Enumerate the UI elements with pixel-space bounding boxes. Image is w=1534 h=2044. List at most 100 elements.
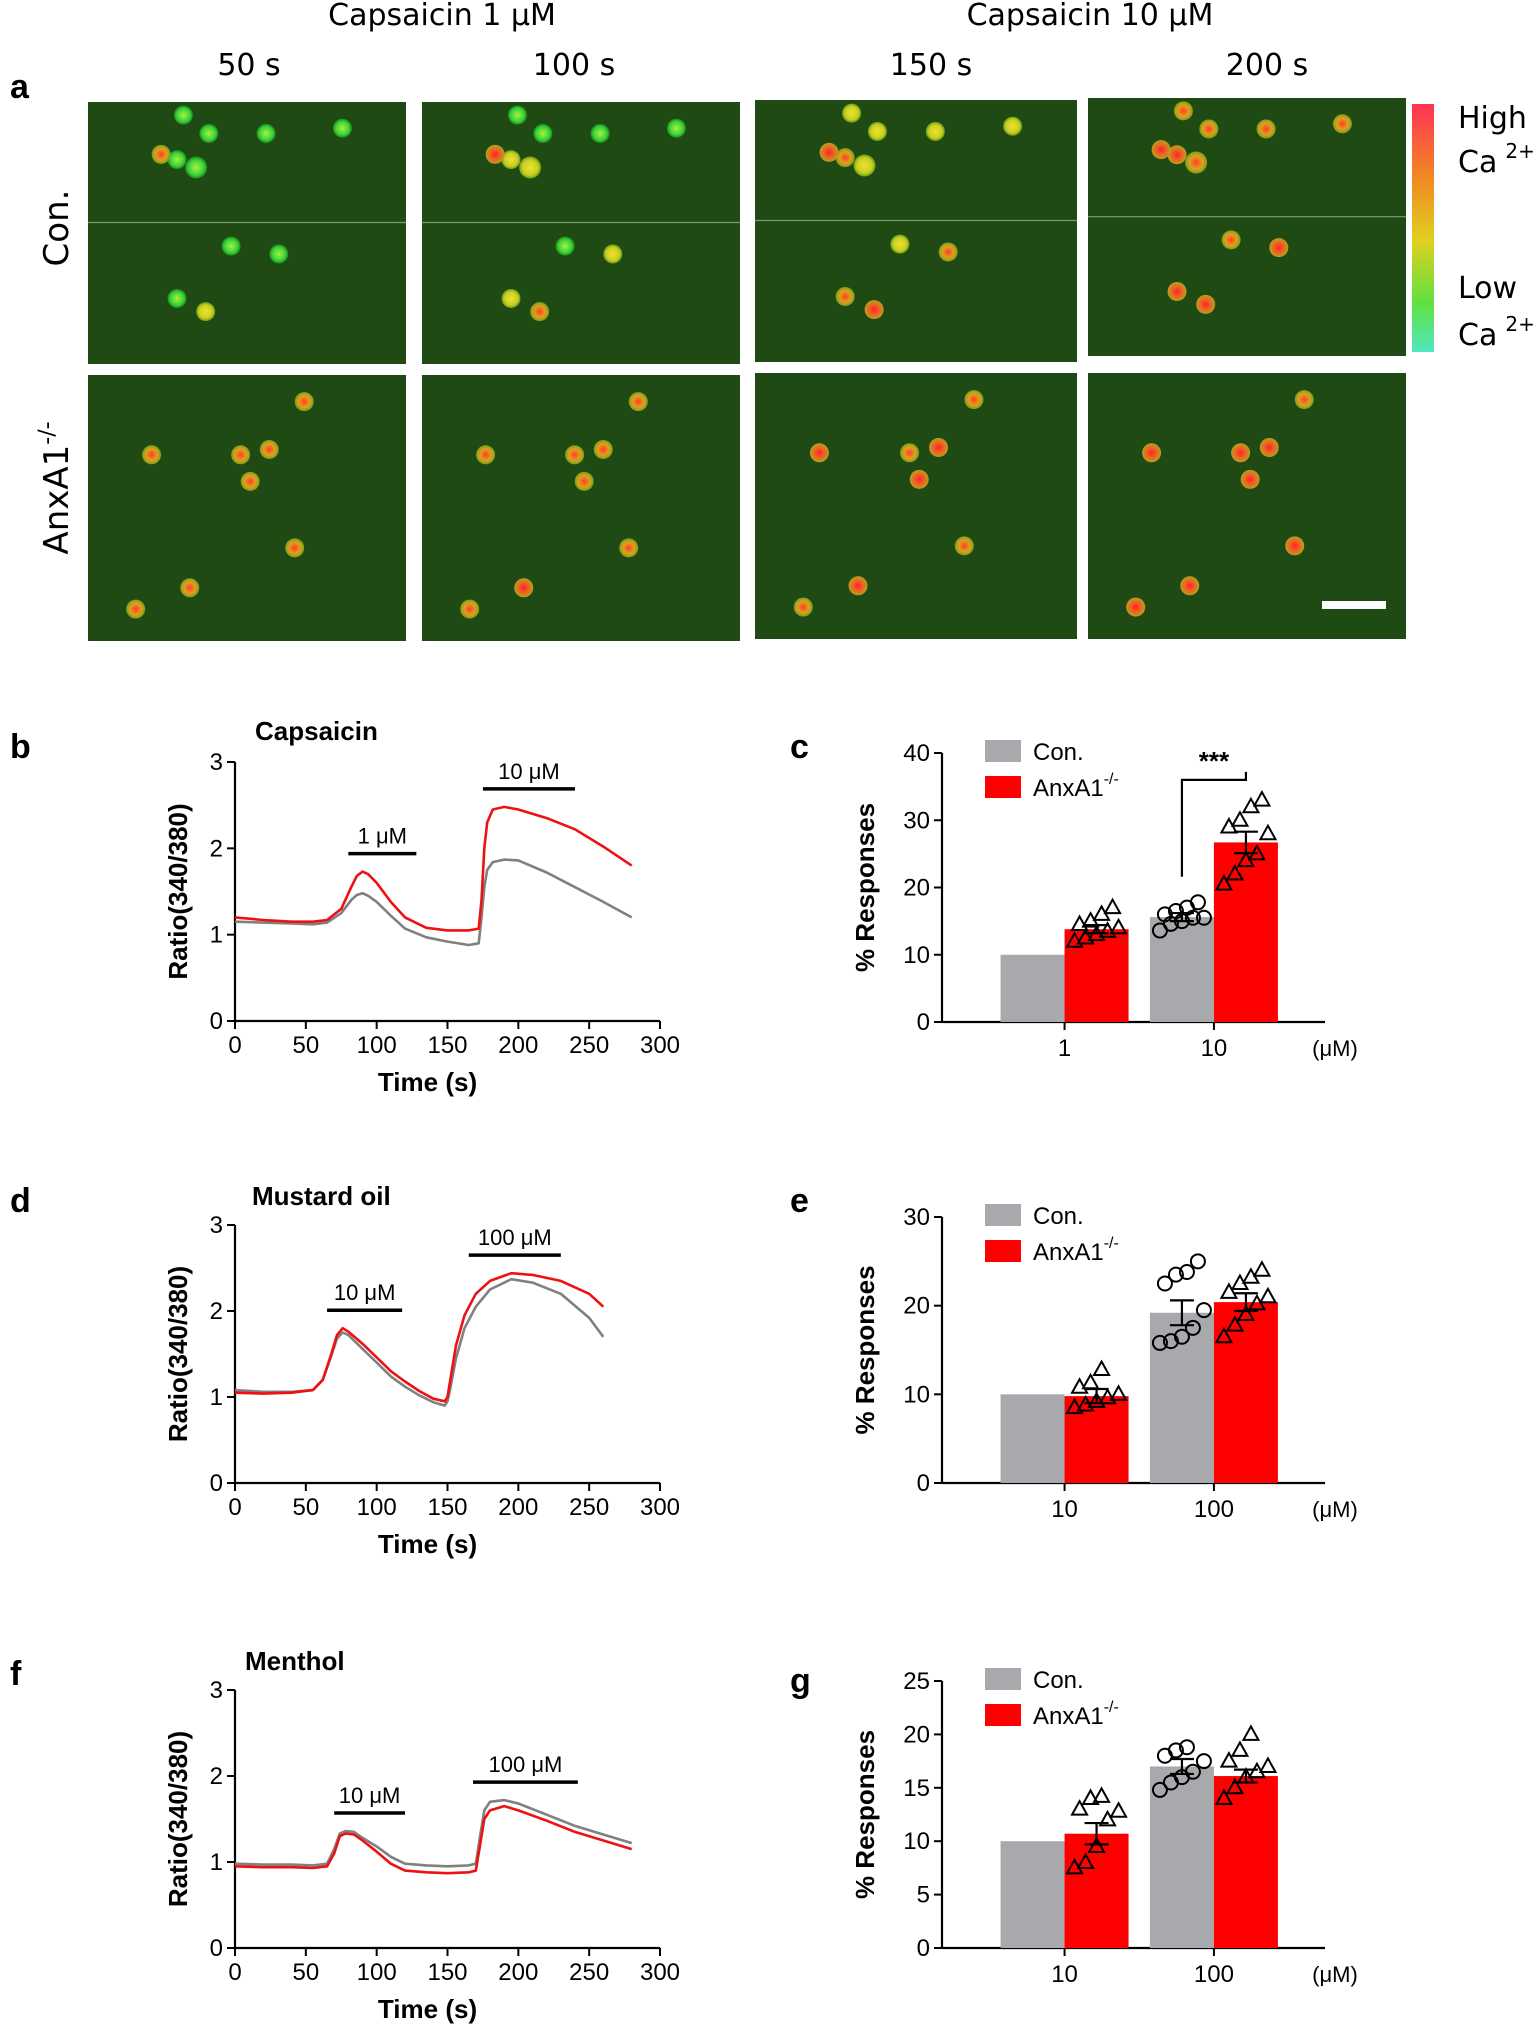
cell [240, 471, 260, 491]
cell [619, 538, 639, 558]
cell [332, 118, 352, 138]
panel-letter-a: a [10, 68, 30, 106]
data-point [1219, 1751, 1239, 1768]
x-tick-label: 300 [640, 1494, 680, 1521]
series-line-anxa1-ko [234, 1271, 605, 1403]
data-point [1258, 1286, 1278, 1304]
cell [964, 390, 984, 410]
cell [853, 154, 876, 177]
bar-control [1149, 1766, 1214, 1948]
y-axis-title: Ratio(340/380) [163, 803, 193, 979]
stimulus-label: 1 μM [358, 824, 407, 849]
panel-letter-b: b [10, 728, 31, 766]
cell [231, 445, 251, 465]
data-point [1109, 1801, 1128, 1818]
stimulus-label: 100 μM [489, 1752, 563, 1777]
x-tick-label: 250 [569, 1032, 609, 1059]
scale-high-ion-label: Ca 2+ [1458, 139, 1534, 180]
micrograph-anxa1-ko-2 [422, 375, 740, 641]
x-unit-label: (μM) [1312, 1497, 1358, 1522]
x-axis-title: Time (s) [378, 1994, 477, 2024]
y-tick-label: 1 [210, 1849, 223, 1876]
cell [1151, 140, 1171, 160]
time-label-200s: 200 s [1226, 48, 1308, 83]
data-point [1103, 897, 1122, 915]
micrograph-anxa1-ko-3 [755, 373, 1077, 639]
cell [1003, 116, 1023, 136]
y-tick-label: 20 [903, 875, 930, 902]
calcium-color-scale-bar [1412, 104, 1434, 352]
panel-letter-f: f [10, 1655, 22, 1693]
data-point [1252, 790, 1272, 807]
cell [835, 287, 855, 306]
chart-title: Capsaicin [255, 716, 378, 746]
cell [173, 105, 193, 125]
panel-letter-c: c [790, 728, 809, 766]
series-line-control [234, 1798, 633, 1868]
y-tick-label: 3 [210, 1212, 223, 1239]
y-tick-label: 15 [903, 1775, 930, 1802]
x-tick-label: 100 [357, 1494, 397, 1521]
x-axis-title: Time (s) [378, 1067, 477, 1097]
bar-anxa1-ko [1064, 1833, 1129, 1948]
data-point [1098, 1809, 1117, 1827]
stimulus-label: 10 μM [339, 1783, 401, 1808]
significance-label: *** [1199, 746, 1230, 776]
data-point [1098, 921, 1117, 938]
cell [519, 156, 542, 179]
x-tick-label: 250 [569, 1959, 609, 1986]
cell [269, 244, 289, 264]
legend-swatch [985, 1704, 1021, 1726]
data-point [1258, 823, 1278, 841]
cell [1196, 294, 1216, 314]
cell [476, 445, 496, 465]
cell [864, 300, 884, 320]
cell [819, 142, 839, 162]
cell [793, 597, 813, 617]
row-label-anxa1-ko: AnxA1-/- [35, 421, 77, 554]
data-point [1236, 1304, 1256, 1322]
legend-swatch [985, 776, 1021, 798]
y-tick-label: 2 [210, 1298, 223, 1325]
y-axis-title: Ratio(340/380) [163, 1731, 193, 1907]
y-tick-label: 5 [917, 1882, 930, 1909]
cell [835, 148, 855, 168]
bar-anxa1-ko [1064, 1396, 1129, 1483]
series-line-control [234, 858, 633, 947]
micrograph-control-1 [88, 102, 406, 364]
y-tick-label: 20 [903, 1721, 930, 1748]
data-point [1225, 863, 1245, 881]
data-point [1178, 1263, 1195, 1280]
category-label: 1 [1058, 1035, 1071, 1062]
data-point [1065, 931, 1084, 948]
y-tick-label: 40 [903, 740, 930, 767]
cell [842, 103, 862, 123]
scale-bar [1322, 601, 1386, 609]
cell [167, 289, 187, 308]
cell [1142, 443, 1162, 463]
y-axis-title: % Responses [850, 1730, 880, 1899]
data-point [1151, 1334, 1168, 1351]
chart-title: Mustard oil [252, 1181, 391, 1211]
cell [196, 302, 216, 322]
x-tick-label: 300 [640, 1959, 680, 1986]
bar-control [1000, 954, 1065, 1022]
y-tick-label: 3 [210, 1677, 223, 1704]
data-point [1219, 1282, 1239, 1299]
legend-label: AnxA1-/- [1033, 771, 1119, 802]
data-point [1162, 1333, 1179, 1350]
cell [1221, 230, 1241, 250]
cell [185, 156, 208, 179]
cell [180, 578, 200, 598]
data-point [1081, 1788, 1100, 1805]
header-capsaicin-10um: Capsaicin 10 μM [967, 0, 1214, 33]
y-tick-label: 30 [903, 1204, 930, 1231]
data-point [1167, 1742, 1184, 1759]
y-tick-label: 20 [903, 1293, 930, 1320]
y-tick-label: 0 [917, 1470, 930, 1497]
y-tick-label: 0 [210, 1008, 223, 1035]
legend-swatch [985, 1204, 1021, 1226]
legend-swatch [985, 1668, 1021, 1690]
data-point [1189, 1253, 1206, 1270]
x-tick-label: 0 [228, 1494, 241, 1521]
